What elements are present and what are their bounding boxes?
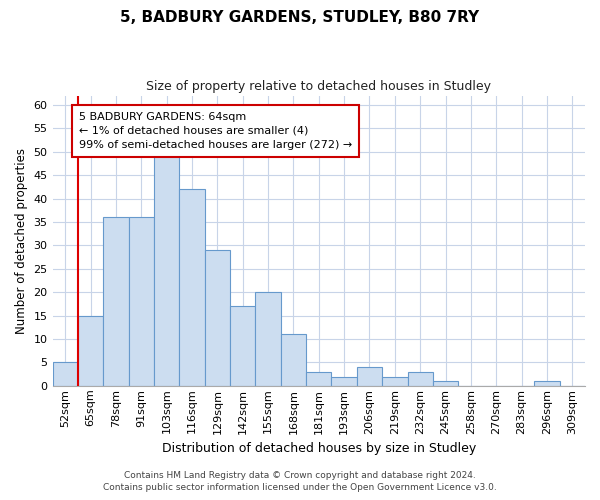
Bar	[281, 334, 306, 386]
Bar	[382, 376, 407, 386]
Bar	[407, 372, 433, 386]
Text: 5 BADBURY GARDENS: 64sqm
← 1% of detached houses are smaller (4)
99% of semi-det: 5 BADBURY GARDENS: 64sqm ← 1% of detache…	[79, 112, 352, 150]
Text: Contains HM Land Registry data © Crown copyright and database right 2024.
Contai: Contains HM Land Registry data © Crown c…	[103, 471, 497, 492]
Bar	[179, 189, 205, 386]
Bar	[78, 316, 103, 386]
Y-axis label: Number of detached properties: Number of detached properties	[15, 148, 28, 334]
Bar	[128, 218, 154, 386]
Title: Size of property relative to detached houses in Studley: Size of property relative to detached ho…	[146, 80, 491, 93]
Bar	[230, 306, 256, 386]
X-axis label: Distribution of detached houses by size in Studley: Distribution of detached houses by size …	[161, 442, 476, 455]
Bar	[154, 152, 179, 386]
Bar	[205, 250, 230, 386]
Bar	[331, 376, 357, 386]
Bar	[534, 381, 560, 386]
Bar	[103, 218, 128, 386]
Bar	[357, 367, 382, 386]
Bar	[433, 381, 458, 386]
Bar	[306, 372, 331, 386]
Text: 5, BADBURY GARDENS, STUDLEY, B80 7RY: 5, BADBURY GARDENS, STUDLEY, B80 7RY	[121, 10, 479, 25]
Bar	[256, 292, 281, 386]
Bar	[53, 362, 78, 386]
